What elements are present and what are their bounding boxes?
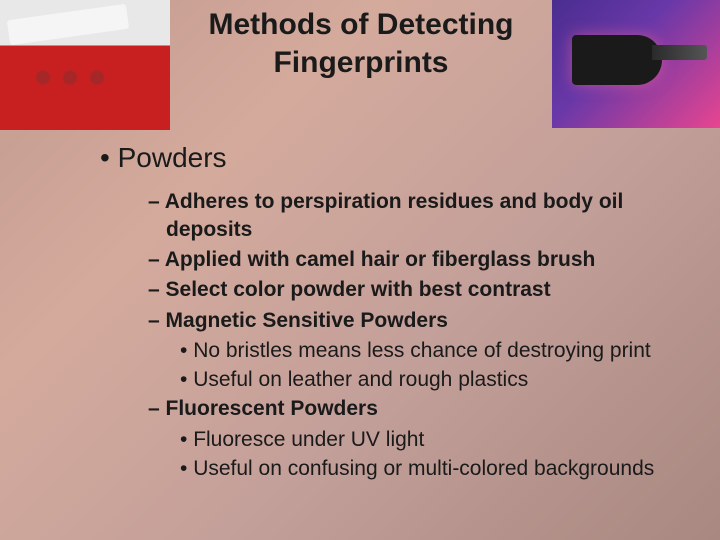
bullet-confusing-bg: Useful on confusing or multi-colored bac…: [180, 455, 690, 482]
slide-content: Powders Adheres to perspiration residues…: [100, 140, 690, 484]
bullet-fluoresce: Fluoresce under UV light: [180, 426, 690, 453]
fluorescent-sublist: Fluoresce under UV light Useful on confu…: [148, 426, 690, 483]
bullet-powders: Powders: [100, 140, 690, 176]
bullet-adheres: Adheres to perspiration residues and bod…: [148, 188, 690, 243]
image-fingerprints: [0, 0, 170, 130]
image-gun-uv: [552, 0, 720, 128]
slide: Methods of Detecting Fingerprints Powder…: [0, 0, 720, 540]
bullet-select-color: Select color powder with best contrast: [148, 276, 690, 303]
bullet-magnetic: Magnetic Sensitive Powders: [148, 307, 690, 334]
bullet-fluorescent: Fluorescent Powders: [148, 395, 690, 422]
slide-title: Methods of Detecting Fingerprints: [170, 6, 552, 81]
powders-sublist: Adheres to perspiration residues and bod…: [100, 188, 690, 482]
magnetic-sublist: No bristles means less chance of destroy…: [148, 337, 690, 394]
bullet-applied: Applied with camel hair or fiberglass br…: [148, 246, 690, 273]
bullet-leather: Useful on leather and rough plastics: [180, 366, 690, 393]
bullet-no-bristles: No bristles means less chance of destroy…: [180, 337, 690, 364]
